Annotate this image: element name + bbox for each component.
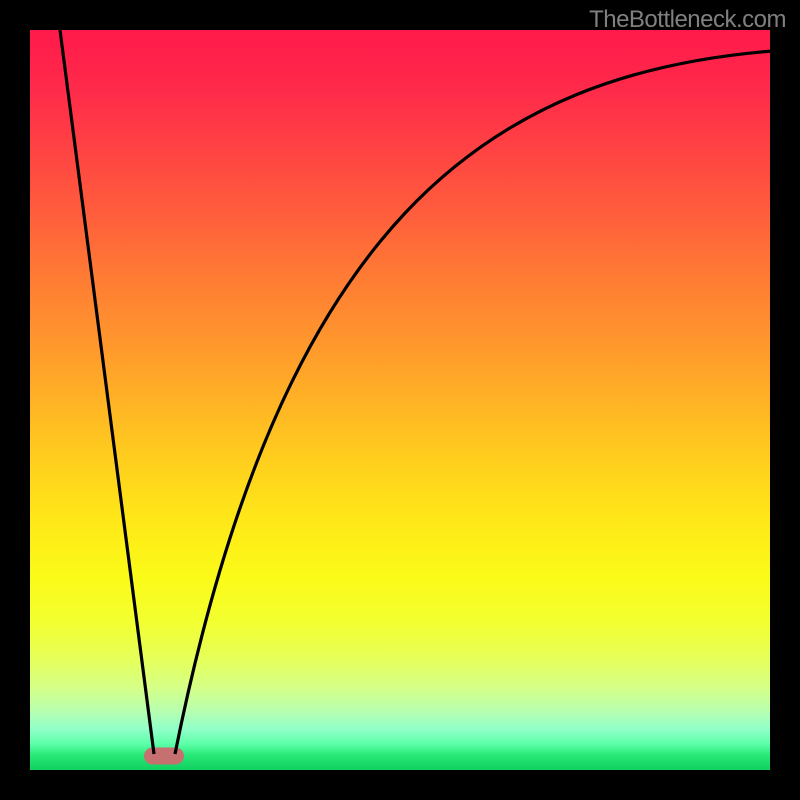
chart-container: { "watermark": "TheBottleneck.com", "cha… (0, 0, 800, 800)
bottleneck-chart (0, 0, 800, 800)
watermark-text: TheBottleneck.com (589, 6, 786, 34)
marker-pill (144, 748, 184, 765)
